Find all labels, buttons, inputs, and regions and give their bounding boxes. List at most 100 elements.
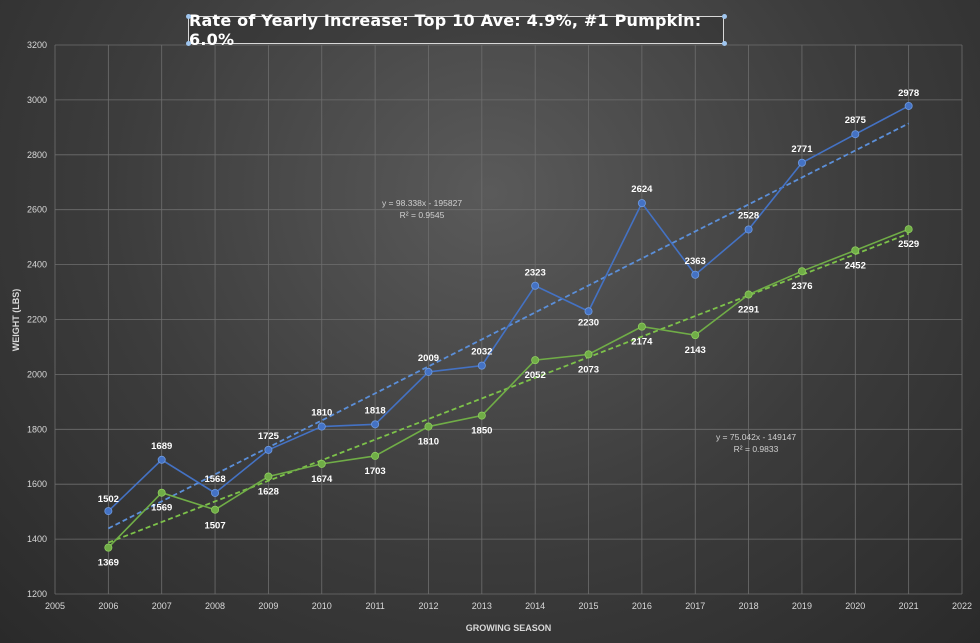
y-tick-label: 3200	[27, 40, 47, 50]
x-tick-label: 2013	[472, 601, 492, 611]
data-point	[744, 290, 753, 299]
chart-title[interactable]: Rate of Yearly Increase: Top 10 Ave: 4.9…	[188, 11, 724, 49]
y-axis-title: WEIGHT (LBS)	[11, 289, 21, 352]
x-tick-label: 2006	[98, 601, 118, 611]
data-point	[424, 422, 433, 431]
selection-handle[interactable]	[186, 14, 191, 19]
data-label: 1502	[98, 494, 119, 505]
data-point	[531, 356, 540, 365]
data-label: 1628	[258, 487, 279, 498]
x-tick-label: 2005	[45, 601, 65, 611]
selection-handle[interactable]	[722, 41, 727, 46]
y-tick-label: 2400	[27, 260, 47, 270]
data-label: 2624	[631, 184, 653, 195]
series-line	[107, 105, 910, 512]
data-label: 2529	[898, 239, 919, 250]
data-label: 1568	[204, 474, 225, 485]
data-label: 1810	[418, 437, 439, 448]
data-label: 2323	[525, 268, 546, 279]
y-tick-label: 1200	[27, 589, 47, 599]
data-point	[157, 488, 166, 497]
data-point	[904, 101, 913, 110]
data-label: 1689	[151, 441, 172, 452]
y-tick-label: 1800	[27, 424, 47, 434]
y-tick-label: 1600	[27, 479, 47, 489]
x-tick-label: 2011	[365, 601, 384, 611]
data-point	[477, 411, 486, 420]
data-label: 2052	[525, 370, 546, 381]
data-point	[317, 459, 326, 468]
data-label: 1569	[151, 503, 172, 514]
data-point	[851, 130, 860, 139]
data-point	[851, 246, 860, 255]
data-point	[691, 270, 700, 279]
data-point	[637, 322, 646, 331]
x-tick-label: 2016	[632, 601, 652, 611]
data-point	[531, 281, 540, 290]
data-label: 1703	[365, 466, 386, 477]
trendline-equation: y = 98.338x - 195827	[382, 198, 462, 208]
x-tick-label: 2022	[952, 601, 972, 611]
data-label: 2143	[685, 345, 706, 356]
x-tick-label: 2018	[739, 601, 759, 611]
data-point	[264, 445, 273, 454]
x-tick-label: 2012	[418, 601, 438, 611]
y-tick-label: 2600	[27, 205, 47, 215]
data-label: 2528	[738, 210, 759, 221]
data-point	[424, 367, 433, 376]
data-label: 1810	[311, 408, 332, 419]
data-point	[371, 451, 380, 460]
x-tick-label: 2010	[312, 601, 332, 611]
data-point	[157, 455, 166, 464]
data-label: 2032	[471, 347, 492, 358]
x-tick-label: 2019	[792, 601, 812, 611]
x-axis-title: GROWING SEASON	[466, 623, 552, 633]
data-point	[371, 420, 380, 429]
data-label: 1674	[311, 474, 333, 485]
data-point	[637, 199, 646, 208]
trendline-equation: y = 75.042x - 149147	[716, 432, 796, 442]
data-label: 2376	[791, 281, 812, 292]
data-point	[211, 505, 220, 514]
data-label: 2363	[685, 256, 706, 267]
data-label: 1725	[258, 431, 280, 442]
data-point	[904, 225, 913, 234]
data-point	[744, 225, 753, 234]
data-label: 1369	[98, 558, 119, 569]
trendline-r2: R² = 0.9545	[400, 210, 445, 220]
x-tick-label: 2017	[685, 601, 705, 611]
x-tick-label: 2020	[845, 601, 865, 611]
y-tick-label: 2800	[27, 150, 47, 160]
x-tick-label: 2014	[525, 601, 545, 611]
x-tick-label: 2009	[258, 601, 278, 611]
data-point	[211, 488, 220, 497]
data-label: 2291	[738, 305, 760, 316]
data-label: 2174	[631, 337, 653, 348]
data-point	[104, 507, 113, 516]
x-tick-label: 2021	[899, 601, 919, 611]
data-label: 1850	[471, 426, 492, 437]
selection-handle[interactable]	[722, 14, 727, 19]
data-label: 2771	[791, 144, 813, 155]
data-point	[477, 361, 486, 370]
trendline-r2: R² = 0.9833	[734, 444, 779, 454]
data-label: 1507	[204, 521, 225, 532]
y-tick-label: 2000	[27, 369, 47, 379]
y-tick-label: 2200	[27, 315, 47, 325]
selection-handle[interactable]	[186, 41, 191, 46]
data-point	[317, 422, 326, 431]
data-point	[797, 267, 806, 276]
y-tick-label: 3000	[27, 95, 47, 105]
data-label: 2230	[578, 317, 599, 328]
data-point	[691, 331, 700, 340]
data-label: 2875	[845, 115, 867, 126]
data-label: 2073	[578, 364, 599, 375]
data-point	[264, 472, 273, 481]
data-label: 2452	[845, 260, 866, 271]
data-label: 2978	[898, 88, 919, 99]
data-label: 2009	[418, 353, 439, 364]
x-tick-label: 2015	[579, 601, 599, 611]
data-label: 1818	[365, 405, 386, 416]
data-point	[797, 158, 806, 167]
